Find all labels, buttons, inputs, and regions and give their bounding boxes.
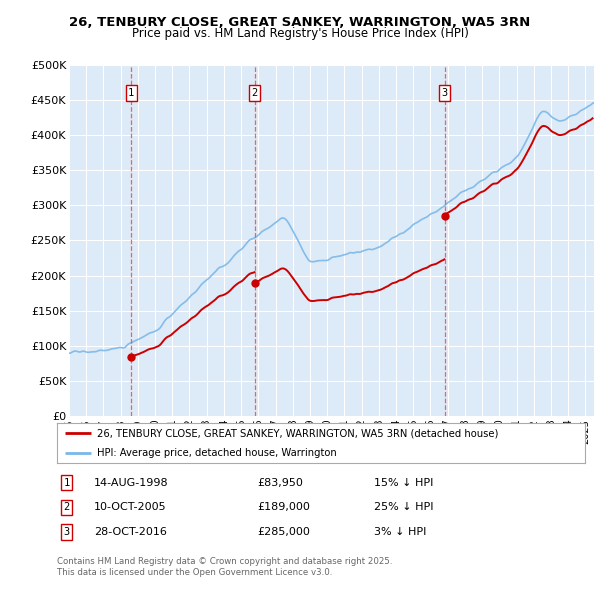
Text: 14-AUG-1998: 14-AUG-1998 — [94, 478, 169, 488]
Text: 1: 1 — [64, 478, 70, 488]
Text: 10-OCT-2005: 10-OCT-2005 — [94, 503, 167, 512]
Text: £189,000: £189,000 — [257, 503, 311, 512]
Text: This data is licensed under the Open Government Licence v3.0.: This data is licensed under the Open Gov… — [57, 568, 332, 577]
Text: 28-OCT-2016: 28-OCT-2016 — [94, 527, 167, 537]
Text: 3: 3 — [64, 527, 70, 537]
Text: 25% ↓ HPI: 25% ↓ HPI — [374, 503, 433, 512]
Text: 26, TENBURY CLOSE, GREAT SANKEY, WARRINGTON, WA5 3RN: 26, TENBURY CLOSE, GREAT SANKEY, WARRING… — [70, 16, 530, 29]
Text: £285,000: £285,000 — [257, 527, 311, 537]
Text: 1: 1 — [128, 88, 134, 98]
Text: Price paid vs. HM Land Registry's House Price Index (HPI): Price paid vs. HM Land Registry's House … — [131, 27, 469, 40]
Text: 2: 2 — [251, 88, 257, 98]
Text: 2: 2 — [64, 503, 70, 512]
Text: 3% ↓ HPI: 3% ↓ HPI — [374, 527, 426, 537]
Text: 3: 3 — [442, 88, 448, 98]
Text: HPI: Average price, detached house, Warrington: HPI: Average price, detached house, Warr… — [97, 448, 337, 458]
Text: 26, TENBURY CLOSE, GREAT SANKEY, WARRINGTON, WA5 3RN (detached house): 26, TENBURY CLOSE, GREAT SANKEY, WARRING… — [97, 428, 498, 438]
Text: Contains HM Land Registry data © Crown copyright and database right 2025.: Contains HM Land Registry data © Crown c… — [57, 557, 392, 566]
Text: £83,950: £83,950 — [257, 478, 304, 488]
Text: 15% ↓ HPI: 15% ↓ HPI — [374, 478, 433, 488]
